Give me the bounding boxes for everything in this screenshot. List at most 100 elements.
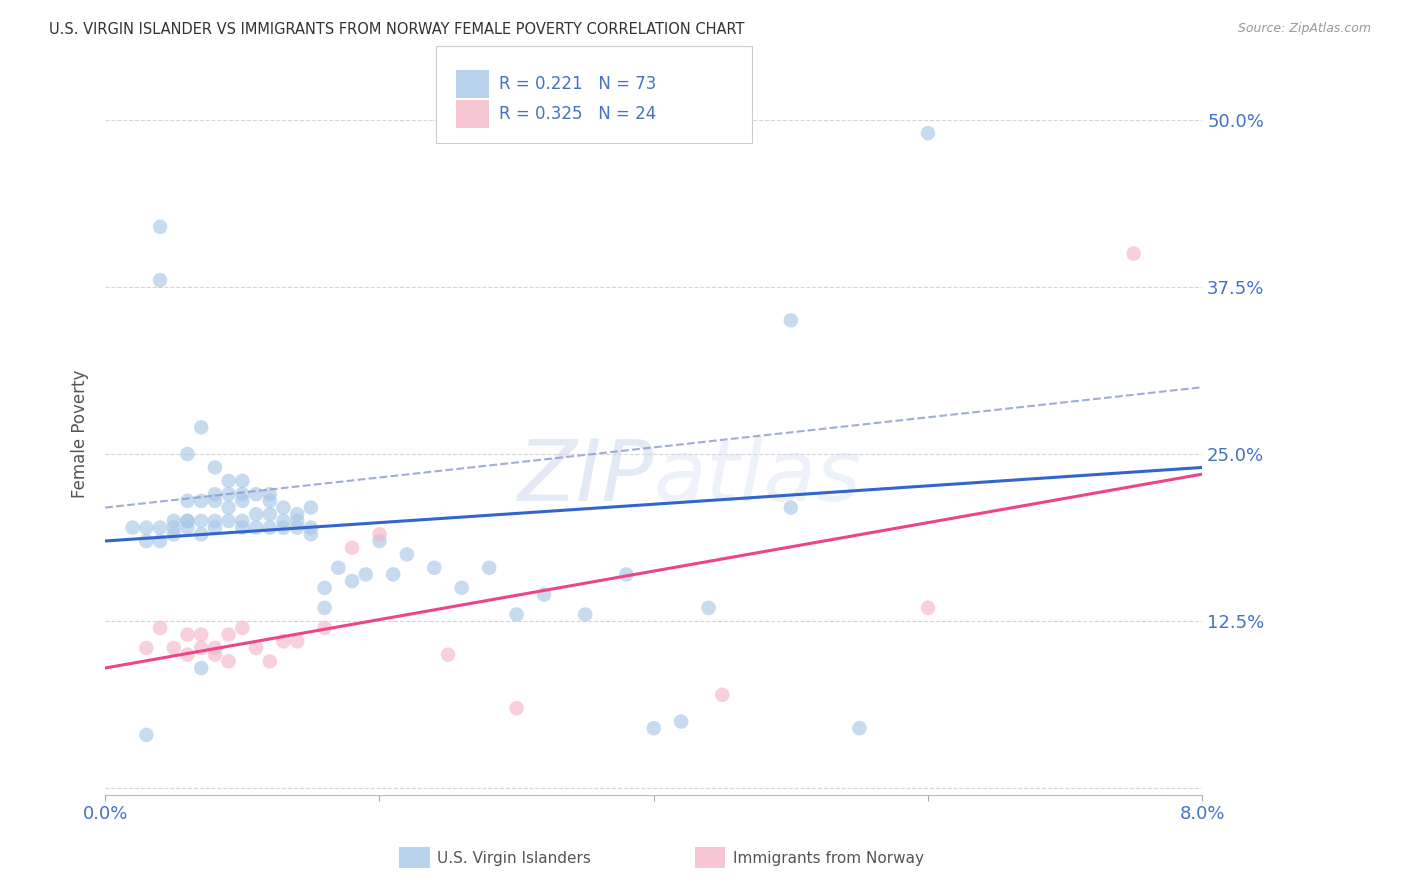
Point	[231, 487, 253, 501]
Point	[204, 460, 226, 475]
Point	[245, 508, 267, 522]
Point	[204, 487, 226, 501]
Point	[163, 640, 186, 655]
Point	[382, 567, 405, 582]
Point	[917, 600, 939, 615]
Point	[204, 494, 226, 508]
Text: Source: ZipAtlas.com: Source: ZipAtlas.com	[1237, 22, 1371, 36]
Point	[204, 640, 226, 655]
Point	[340, 541, 363, 555]
Point	[314, 621, 336, 635]
Point	[149, 621, 172, 635]
Point	[779, 500, 801, 515]
Point	[163, 527, 186, 541]
Point	[135, 728, 157, 742]
Point	[149, 219, 172, 234]
Point	[368, 527, 391, 541]
Text: U.S. Virgin Islanders: U.S. Virgin Islanders	[437, 851, 591, 865]
Point	[574, 607, 596, 622]
Point	[190, 527, 212, 541]
Point	[204, 521, 226, 535]
Point	[218, 487, 240, 501]
Point	[135, 640, 157, 655]
Point	[218, 500, 240, 515]
Point	[711, 688, 734, 702]
Point	[354, 567, 377, 582]
Point	[669, 714, 692, 729]
Point	[273, 514, 295, 528]
Point	[163, 521, 186, 535]
Point	[231, 494, 253, 508]
Point	[273, 500, 295, 515]
Y-axis label: Female Poverty: Female Poverty	[72, 370, 89, 499]
Point	[218, 627, 240, 641]
Point	[697, 600, 720, 615]
Point	[779, 313, 801, 327]
Point	[135, 521, 157, 535]
Point	[450, 581, 472, 595]
Point	[299, 527, 322, 541]
Point	[299, 500, 322, 515]
Point	[505, 607, 527, 622]
Point	[176, 447, 198, 461]
Point	[231, 621, 253, 635]
Point	[190, 640, 212, 655]
Text: atlas: atlas	[654, 436, 862, 519]
Point	[231, 514, 253, 528]
Point	[285, 634, 308, 648]
Point	[285, 508, 308, 522]
Text: R = 0.221   N = 73: R = 0.221 N = 73	[499, 75, 657, 93]
Point	[437, 648, 460, 662]
Point	[163, 514, 186, 528]
Point	[340, 574, 363, 588]
Point	[368, 533, 391, 548]
Point	[176, 627, 198, 641]
Point	[149, 533, 172, 548]
Point	[176, 521, 198, 535]
Point	[245, 521, 267, 535]
Point	[1122, 246, 1144, 260]
Point	[218, 474, 240, 488]
Point	[285, 521, 308, 535]
Point	[848, 721, 870, 735]
Point	[204, 514, 226, 528]
Point	[614, 567, 637, 582]
Point	[231, 474, 253, 488]
Point	[505, 701, 527, 715]
Point	[273, 634, 295, 648]
Point	[135, 533, 157, 548]
Point	[259, 521, 281, 535]
Point	[643, 721, 665, 735]
Point	[299, 521, 322, 535]
Point	[245, 640, 267, 655]
Point	[218, 654, 240, 668]
Point	[395, 547, 418, 561]
Point	[190, 494, 212, 508]
Point	[190, 420, 212, 434]
Point	[176, 514, 198, 528]
Point	[259, 654, 281, 668]
Point	[190, 514, 212, 528]
Point	[533, 587, 555, 601]
Point	[259, 487, 281, 501]
Point	[121, 521, 143, 535]
Point	[231, 521, 253, 535]
Point	[245, 487, 267, 501]
Point	[314, 581, 336, 595]
Text: Immigrants from Norway: Immigrants from Norway	[733, 851, 924, 865]
Point	[204, 648, 226, 662]
Point	[176, 514, 198, 528]
Point	[176, 494, 198, 508]
Point	[423, 560, 446, 574]
Point	[149, 521, 172, 535]
Point	[478, 560, 501, 574]
Point	[190, 661, 212, 675]
Point	[190, 627, 212, 641]
Point	[176, 648, 198, 662]
Point	[917, 126, 939, 140]
Point	[314, 600, 336, 615]
Text: U.S. VIRGIN ISLANDER VS IMMIGRANTS FROM NORWAY FEMALE POVERTY CORRELATION CHART: U.S. VIRGIN ISLANDER VS IMMIGRANTS FROM …	[49, 22, 745, 37]
Point	[149, 273, 172, 287]
Point	[259, 494, 281, 508]
Text: R = 0.325   N = 24: R = 0.325 N = 24	[499, 104, 657, 123]
